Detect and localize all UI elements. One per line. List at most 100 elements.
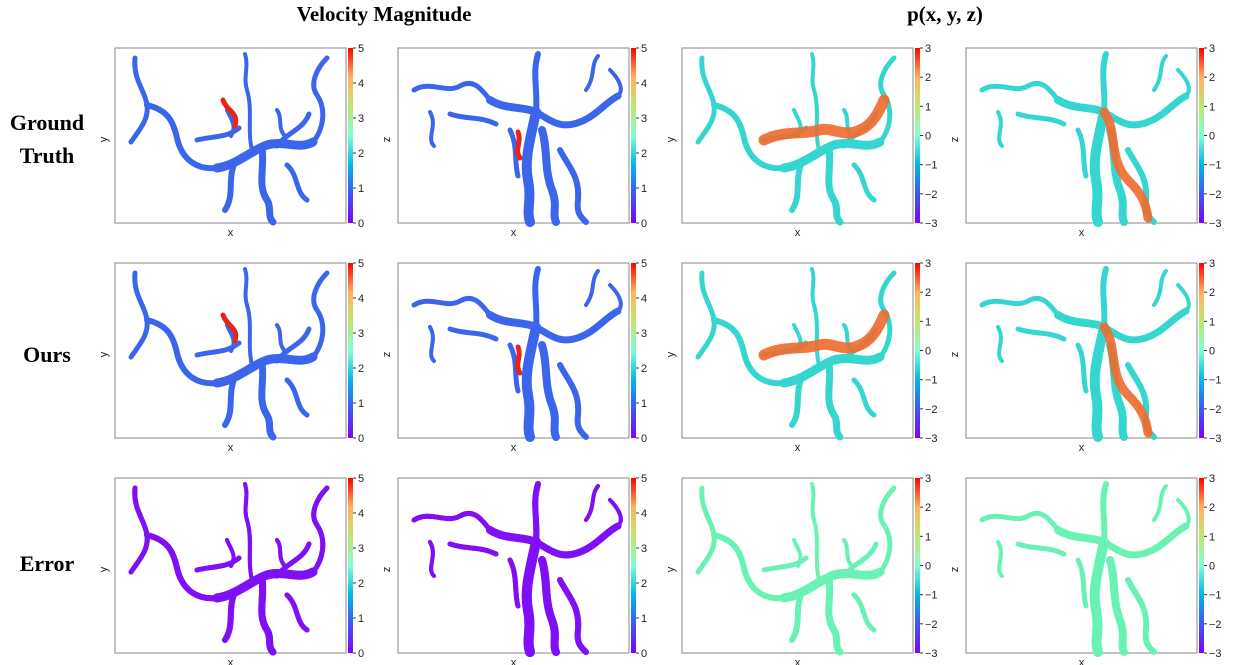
colorbar-tick-label: 1: [641, 398, 647, 410]
colorbar-tick-label: 5: [641, 473, 647, 485]
colorbar-tick-label: 5: [358, 43, 364, 55]
colorbar: [631, 48, 636, 223]
colorbar-tick-label: 2: [925, 287, 931, 299]
row-label-ground-truth: Ground Truth: [0, 106, 102, 172]
colorbar-tick-label: 4: [358, 508, 364, 520]
x-axis-label: x: [795, 442, 801, 454]
x-axis-label: x: [1079, 442, 1085, 454]
panel-ground-truth-2: x z 0 1 2 3 4 5: [381, 43, 647, 239]
colorbar-tick-label: −1: [925, 160, 938, 172]
y-axis-label: y: [665, 351, 677, 357]
colorbar-tick-label: 3: [358, 113, 364, 125]
colorbar: [915, 48, 920, 223]
colorbar-tick-label: −2: [925, 404, 938, 416]
colorbar-tick-label: 1: [641, 613, 647, 625]
y-axis-label: z: [949, 567, 961, 573]
colorbar-tick-label: 2: [925, 502, 931, 514]
colorbar-tick-label: 0: [1209, 346, 1215, 358]
colorbar-tick-label: −1: [925, 375, 938, 387]
colorbar-tick-label: 0: [358, 433, 364, 445]
colorbar-tick-label: 3: [358, 328, 364, 340]
high-value-region: [220, 312, 239, 344]
colorbar-tick-label: 4: [358, 78, 364, 90]
colorbar-tick-label: 3: [641, 328, 647, 340]
colorbar-tick-label: 0: [1209, 131, 1215, 143]
colorbar-tick-label: −1: [925, 590, 938, 602]
colorbar-tick-label: 3: [1209, 258, 1215, 270]
colorbar-tick-label: −2: [925, 189, 938, 201]
panel-error-3: x y −3 −2 −1 0 1 2 3: [665, 473, 938, 665]
colorbar-tick-label: 1: [1209, 531, 1215, 543]
x-axis-label: x: [511, 442, 517, 454]
colorbar-tick-label: −1: [1209, 375, 1222, 387]
x-axis-label: x: [1079, 227, 1085, 239]
panel-grid: x y 0 1 2 3 4 5 x z 0 1 2 3 4 5 x y −3 −2 −1 0 1 2 3 x z −3 −2 −1 0 1 2 3…: [98, 43, 1222, 665]
colorbar-tick-label: 5: [358, 473, 364, 485]
colorbar-tick-label: −3: [1209, 433, 1222, 445]
y-axis-label: z: [381, 352, 393, 358]
colorbar-tick-label: −3: [925, 433, 938, 445]
colorbar-tick-label: 2: [641, 578, 647, 590]
panel-ground-truth-3: x y −3 −2 −1 0 1 2 3: [665, 43, 938, 239]
colorbar-tick-label: 5: [641, 258, 647, 270]
colorbar-tick-label: −1: [1209, 590, 1222, 602]
colorbar-tick-label: 1: [358, 398, 364, 410]
colorbar-tick-label: 2: [358, 148, 364, 160]
x-axis-label: x: [511, 657, 517, 665]
colorbar: [631, 478, 636, 653]
colorbar-tick-label: 1: [1209, 316, 1215, 328]
colorbar-tick-label: 2: [925, 72, 931, 84]
colorbar-tick-label: 0: [641, 433, 647, 445]
colorbar-tick-label: −3: [925, 648, 938, 660]
colorbar-tick-label: 2: [1209, 502, 1215, 514]
colorbar-tick-label: 3: [925, 473, 931, 485]
colorbar: [631, 263, 636, 438]
colorbar-tick-label: 1: [358, 613, 364, 625]
colorbar: [348, 48, 353, 223]
high-value-region: [220, 97, 239, 129]
colorbar-tick-label: 0: [1209, 561, 1215, 573]
x-axis-label: x: [1079, 657, 1085, 665]
colorbar-tick-label: 1: [925, 316, 931, 328]
high-value-region: [1099, 322, 1153, 438]
panel-ours-2: x z 0 1 2 3 4 5: [381, 258, 647, 454]
x-axis-label: x: [795, 227, 801, 239]
colorbar-tick-label: 2: [641, 363, 647, 375]
panel-error-2: x z 0 1 2 3 4 5: [381, 473, 647, 665]
row-label-ground-truth-line2: Truth: [19, 143, 75, 168]
y-axis-label: y: [98, 136, 110, 142]
colorbar-tick-label: 4: [358, 293, 364, 305]
colorbar-tick-label: 3: [925, 43, 931, 55]
y-axis-label: y: [98, 351, 110, 357]
colorbar-tick-label: 0: [641, 648, 647, 660]
colorbar-tick-label: 4: [641, 508, 647, 520]
y-axis-label: y: [665, 136, 677, 142]
high-value-region: [758, 94, 890, 146]
row-label-ground-truth-line1: Ground: [9, 110, 85, 135]
colorbar-tick-label: 0: [641, 218, 647, 230]
colorbar-tick-label: 1: [1209, 101, 1215, 113]
colorbar-tick-label: 0: [925, 131, 931, 143]
colorbar-tick-label: 2: [1209, 72, 1215, 84]
colorbar-tick-label: 4: [641, 78, 647, 90]
high-value-region: [515, 344, 523, 376]
y-axis-label: z: [381, 567, 393, 573]
colorbar: [915, 478, 920, 653]
panel-ours-1: x y 0 1 2 3 4 5: [98, 258, 364, 454]
high-value-region: [1099, 107, 1153, 223]
colorbar-tick-label: −3: [925, 218, 938, 230]
colorbar: [1199, 478, 1204, 653]
colorbar-tick-label: −2: [925, 619, 938, 631]
colorbar: [1199, 48, 1204, 223]
colorbar-tick-label: 1: [925, 101, 931, 113]
high-value-region: [515, 129, 523, 161]
panel-error-4: x z −3 −2 −1 0 1 2 3: [949, 473, 1222, 665]
row-label-ours: Ours: [23, 342, 71, 367]
panel-ours-3: x y −3 −2 −1 0 1 2 3: [665, 258, 938, 454]
colorbar-tick-label: −3: [1209, 218, 1222, 230]
colorbar-tick-label: 1: [641, 183, 647, 195]
colorbar: [348, 263, 353, 438]
colorbar-tick-label: 2: [358, 363, 364, 375]
colorbar-tick-label: −2: [1209, 189, 1222, 201]
